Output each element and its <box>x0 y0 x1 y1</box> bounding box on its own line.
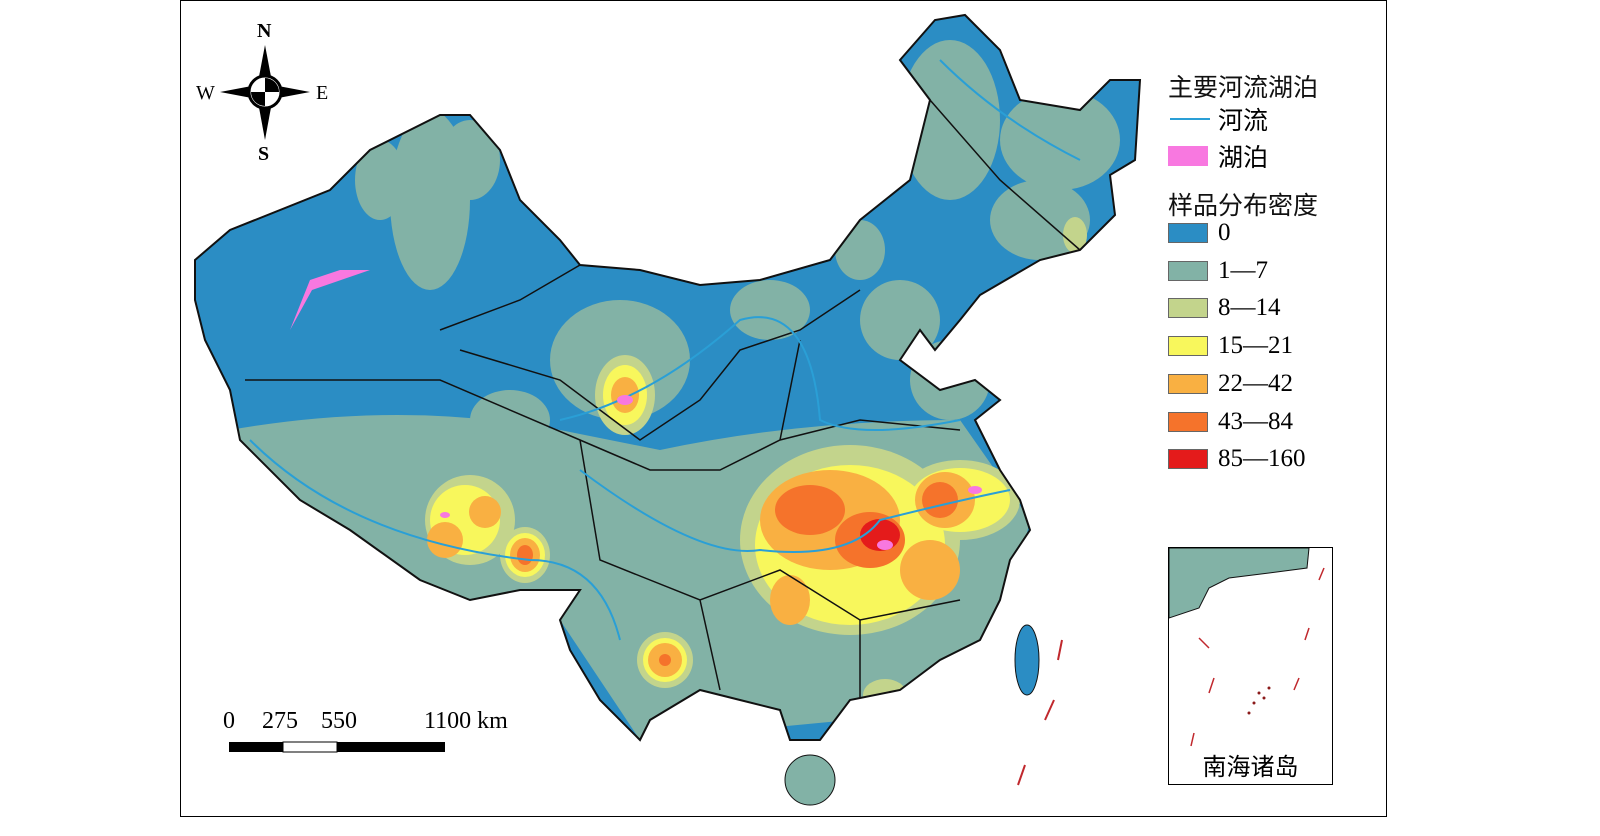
legend-class-5: 43—84 <box>1168 407 1293 435</box>
south-china-sea-inset: 南海诸岛 <box>1168 547 1333 785</box>
compass-s: S <box>258 143 270 165</box>
legend-swatch <box>1168 411 1208 432</box>
legend-class-6: 85—160 <box>1168 445 1306 473</box>
density-surface <box>195 15 1140 740</box>
scale-label-0: 0 <box>223 708 235 734</box>
legend-class-label: 0 <box>1218 219 1231 246</box>
legend-class-label: 22—42 <box>1218 369 1293 397</box>
scale-label-1100: 1100 km <box>424 708 508 734</box>
map-frame <box>180 0 1387 817</box>
legend-swatch <box>1168 449 1208 470</box>
legend-swatch <box>1168 336 1208 357</box>
scale-bar <box>229 741 445 753</box>
inset-label: 南海诸岛 <box>1202 755 1299 781</box>
legend-class-1: 1—7 <box>1168 256 1268 284</box>
legend-class-label: 1—7 <box>1218 256 1268 284</box>
compass-w: W <box>196 82 215 104</box>
lakes <box>290 270 982 550</box>
scale-label-275: 275 <box>262 708 298 734</box>
legend-river-label: 河流 <box>1218 108 1269 135</box>
compass-n: N <box>257 20 272 42</box>
legend-water-title: 主要河流湖泊 <box>1168 75 1319 102</box>
legend-swatch <box>1168 260 1208 281</box>
legend-swatch <box>1168 298 1208 319</box>
legend-swatch <box>1168 373 1208 394</box>
legend-class-3: 15—21 <box>1168 332 1293 360</box>
legend-class-label: 85—160 <box>1218 445 1306 473</box>
compass-e: E <box>316 82 329 104</box>
scale-label-550: 550 <box>321 708 357 734</box>
rivers <box>249 59 1081 641</box>
legend-class-label: 8—14 <box>1218 294 1281 322</box>
legend-lake-label: 湖泊 <box>1218 145 1269 172</box>
legend-class-4: 22—42 <box>1168 369 1293 397</box>
legend-class-2: 8—14 <box>1168 294 1281 322</box>
legend-class-label: 43—84 <box>1218 407 1293 435</box>
north-arrow-icon <box>220 45 310 140</box>
legend-class-0: 0 <box>1168 219 1231 246</box>
legend-class-label: 15—21 <box>1218 332 1293 360</box>
province-borders <box>245 99 1081 700</box>
legend-lake: 湖泊 <box>1168 144 1268 172</box>
legend-swatch <box>1168 223 1208 243</box>
dash-line <box>1017 639 1063 786</box>
legend-density-title: 样品分布密度 <box>1168 193 1319 220</box>
lake-swatch <box>1168 146 1208 166</box>
